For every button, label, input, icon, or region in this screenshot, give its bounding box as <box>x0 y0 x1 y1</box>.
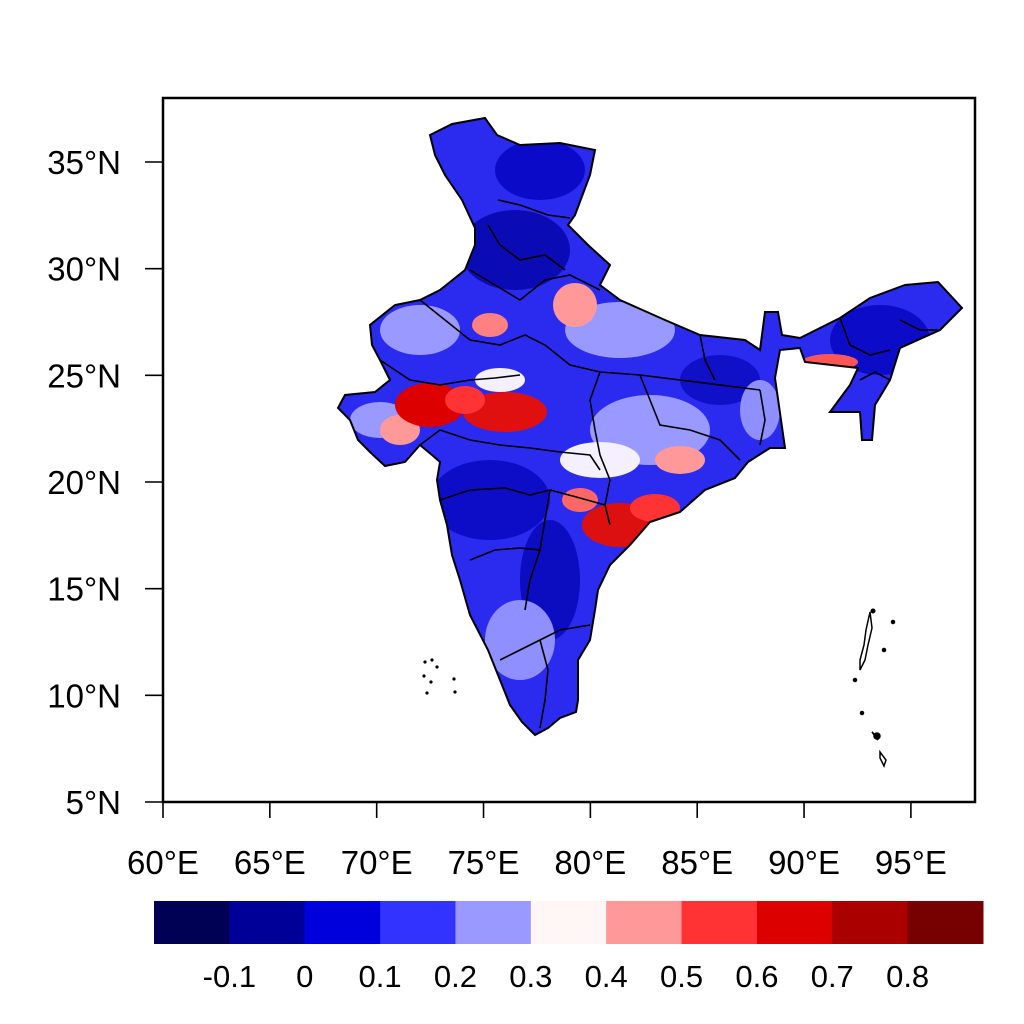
island <box>422 674 426 678</box>
field-blob <box>380 305 460 355</box>
state-boundary <box>899 319 940 331</box>
longitude-axis: 60°E 65°E 70°E 75°E 80°E 85°E 90°E 95°E <box>127 802 947 881</box>
field-blob <box>562 488 598 512</box>
colorbar-label: 0.3 <box>509 959 552 994</box>
colorbar-swatch <box>907 901 984 944</box>
island <box>430 658 434 662</box>
lon-tick-label: 70°E <box>341 844 413 881</box>
field-blob <box>445 386 485 414</box>
state-boundary <box>469 547 541 561</box>
field-blob <box>495 140 585 200</box>
colorbar: -0.1 0 0.1 0.2 0.3 0.4 0.5 0.6 0.7 0.8 <box>154 901 984 994</box>
lon-tick-label: 80°E <box>554 844 626 881</box>
state-boundary <box>419 299 761 391</box>
field-blob <box>655 446 705 474</box>
state-boundary <box>419 429 601 471</box>
colorbar-swatch <box>304 901 381 944</box>
lat-tick-label: 10°N <box>47 677 121 714</box>
colorbar-swatch <box>380 901 456 944</box>
field-blob <box>485 600 555 680</box>
field-blob <box>740 380 780 440</box>
island <box>435 665 439 669</box>
country-outline <box>336 116 964 737</box>
field-blob <box>475 368 525 392</box>
state-boundary <box>639 374 741 461</box>
colorbar-swatch <box>832 901 909 944</box>
lat-tick-label: 30°N <box>47 251 121 288</box>
island <box>859 611 873 671</box>
island <box>873 732 881 740</box>
state-boundary <box>759 389 766 446</box>
colorbar-swatch <box>530 901 607 944</box>
colorbar-label: 0.4 <box>585 959 628 994</box>
lat-tick-label: 15°N <box>47 571 121 608</box>
colorbar-swatch <box>154 901 230 944</box>
island <box>852 677 858 683</box>
field-blob <box>630 494 680 522</box>
field-blob <box>430 460 550 540</box>
lat-tick-label: 20°N <box>47 464 121 501</box>
island <box>429 680 433 684</box>
colorbar-label: 0.1 <box>359 959 402 994</box>
colorbar-label: 0.5 <box>660 959 703 994</box>
lon-tick-label: 95°E <box>875 844 947 881</box>
andaman-nicobar-islands <box>852 608 896 768</box>
colorbar-label: 0.6 <box>735 959 778 994</box>
colorbar-swatch <box>756 901 833 944</box>
lat-tick-label: 5°N <box>66 784 121 821</box>
field-blob <box>553 283 597 327</box>
island <box>879 749 887 768</box>
island <box>881 647 887 653</box>
state-boundary <box>699 334 716 381</box>
field-blob <box>560 442 640 478</box>
state-boundary <box>439 487 606 506</box>
colorbar-swatch <box>229 901 306 944</box>
lat-tick-label: 35°N <box>47 144 121 181</box>
island <box>870 608 876 614</box>
island <box>452 677 456 681</box>
colorbar-swatch <box>455 901 532 944</box>
state-boundary <box>497 199 571 219</box>
state-boundary <box>839 317 891 356</box>
state-boundary <box>487 224 566 271</box>
field-blob <box>472 313 508 337</box>
lat-tick-label: 25°N <box>47 357 121 394</box>
field-blob <box>460 210 570 290</box>
colorbar-label: 0 <box>296 959 313 994</box>
island <box>859 710 865 716</box>
lakshadweep-islands <box>422 658 457 695</box>
lon-tick-label: 60°E <box>127 844 199 881</box>
plot-frame <box>161 96 977 804</box>
colorbar-label: 0.8 <box>886 959 929 994</box>
lon-tick-label: 65°E <box>234 844 306 881</box>
state-boundary <box>539 639 549 729</box>
field-blob <box>680 355 760 405</box>
island <box>453 690 457 694</box>
lon-tick-label: 85°E <box>661 844 733 881</box>
state-boundary <box>379 359 521 386</box>
lon-tick-label: 75°E <box>448 844 520 881</box>
state-boundary <box>469 269 601 301</box>
colorbar-label: 0.7 <box>811 959 854 994</box>
island <box>423 660 427 664</box>
island <box>890 619 896 625</box>
colorbar-swatch <box>606 901 683 944</box>
state-boundaries <box>379 199 940 729</box>
island <box>425 691 429 695</box>
latitude-axis: 5°N 10°N 15°N 20°N 25°N 30°N 35°N <box>47 144 163 821</box>
colorbar-label: 0.2 <box>434 959 477 994</box>
colorbar-swatch <box>681 901 758 944</box>
state-boundary <box>859 371 891 381</box>
colorbar-label: -0.1 <box>203 959 256 994</box>
lon-tick-label: 90°E <box>768 844 840 881</box>
